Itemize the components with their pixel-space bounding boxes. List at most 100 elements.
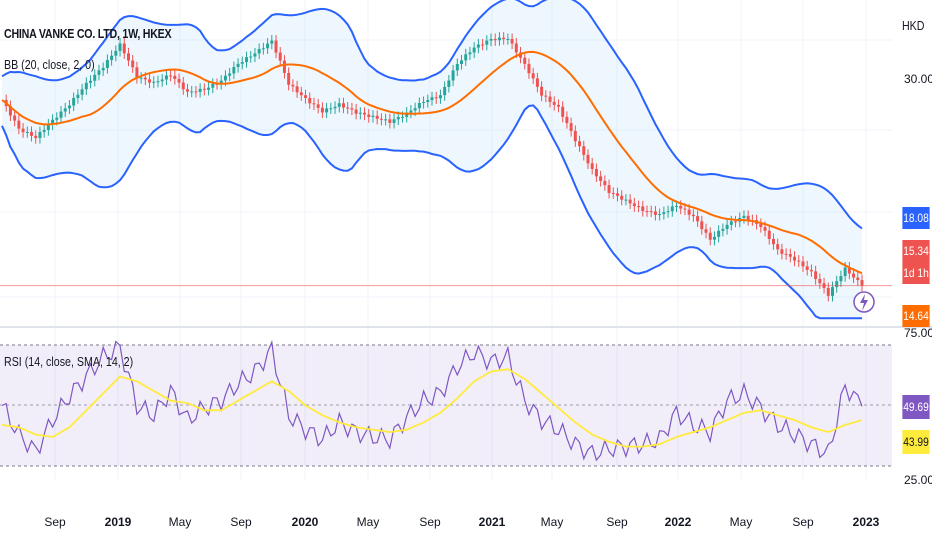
candle-body	[291, 84, 295, 87]
time-tick-label: Sep	[44, 515, 66, 529]
candle-body	[236, 63, 240, 68]
time-tick-label: Sep	[419, 515, 441, 529]
candle-body	[152, 81, 156, 83]
candle-body	[510, 38, 514, 44]
candle-body	[89, 80, 93, 83]
candle-body	[55, 117, 59, 120]
candle-body	[729, 221, 733, 225]
candle-body	[219, 80, 223, 85]
candle-body	[637, 206, 641, 208]
price-pane[interactable]	[0, 0, 892, 320]
alert-button[interactable]	[853, 291, 875, 313]
candle-body	[93, 74, 97, 81]
candle-body	[34, 135, 38, 139]
candle-body	[607, 185, 611, 193]
candle-body	[443, 86, 447, 96]
candle-body	[544, 95, 548, 97]
candle-body	[392, 119, 396, 123]
candle-body	[122, 43, 126, 54]
rsi-pane[interactable]	[0, 339, 892, 467]
time-tick-label: Sep	[606, 515, 628, 529]
candle-body	[493, 39, 497, 41]
candle-body	[746, 215, 750, 221]
candle-body	[666, 211, 670, 213]
candle-body	[725, 224, 729, 229]
candle-body	[649, 211, 653, 213]
candle-body	[615, 193, 619, 196]
time-tick-label: May	[357, 515, 380, 529]
candle-body	[190, 91, 194, 93]
bb-basis-line	[1, 50, 863, 275]
candle-body	[573, 130, 577, 142]
candle-body	[223, 75, 227, 81]
candle-body	[691, 214, 695, 217]
candle-body	[320, 107, 324, 113]
candle-body	[700, 221, 704, 230]
candle-body	[21, 128, 25, 133]
candle-body	[565, 116, 569, 124]
candle-body	[388, 119, 392, 123]
candle-body	[101, 67, 105, 71]
candle-body	[228, 73, 232, 76]
candle-body	[771, 238, 775, 245]
candle-body	[76, 94, 80, 98]
candle-body	[346, 107, 350, 109]
candle-body	[814, 271, 818, 280]
candle-body	[274, 40, 278, 53]
candle-body	[341, 103, 345, 108]
candle-body	[8, 106, 12, 116]
currency-label: HKD	[901, 18, 924, 33]
candle-body	[797, 260, 801, 262]
candle-body	[46, 124, 50, 130]
candle-body	[160, 79, 164, 82]
chart-title[interactable]: CHINA VANKE CO. LTD, 1W, HKEX	[4, 26, 172, 41]
candle-body	[721, 228, 725, 231]
candle-body	[257, 48, 261, 54]
candle-body	[552, 101, 556, 105]
candle-body	[38, 131, 42, 139]
time-tick-label: May	[730, 515, 753, 529]
time-tick-label: 2019	[105, 515, 132, 529]
candle-body	[548, 96, 552, 102]
candle-body	[839, 276, 843, 282]
candle-body	[169, 75, 173, 77]
candle-body	[30, 131, 34, 136]
candle-body	[662, 212, 666, 215]
candle-body	[556, 104, 560, 107]
candle-body	[447, 80, 451, 87]
candle-body	[278, 52, 282, 61]
price-axis[interactable]: 30.00 75.00 25.00	[904, 72, 932, 487]
candle-body	[105, 60, 109, 68]
candle-body	[156, 81, 160, 83]
candle-body	[540, 86, 544, 96]
candle-body	[396, 116, 400, 120]
candle-body	[207, 87, 211, 90]
candle-body	[97, 70, 101, 75]
bb-indicator-legend[interactable]: BB (20, close, 2, 0)	[4, 57, 95, 72]
candle-body	[514, 43, 518, 53]
candle-body	[594, 168, 598, 177]
candle-body	[468, 52, 472, 55]
time-axis[interactable]: Sep 2019 May Sep 2020 May Sep 2021 May Sep 2022 May…	[44, 515, 879, 529]
candle-body	[211, 83, 215, 88]
candle-body	[658, 214, 662, 216]
candle-body	[717, 230, 721, 237]
candle-body	[287, 72, 291, 85]
candle-body	[413, 108, 417, 111]
candle-body	[131, 60, 135, 68]
rsi-ma-line	[1, 368, 863, 448]
candle-body	[325, 108, 329, 113]
candle-body	[25, 131, 29, 133]
time-tick-label: Sep	[230, 515, 252, 529]
candle-body	[177, 78, 181, 83]
candle-body	[763, 227, 767, 231]
rsi-indicator-legend[interactable]: RSI (14, close, SMA, 14, 2)	[4, 354, 134, 369]
candle-body	[742, 215, 746, 218]
lower-band-tag: 14.64	[902, 305, 930, 327]
candle-body	[502, 37, 506, 40]
candle-body	[118, 43, 122, 51]
candle-body	[531, 73, 535, 79]
candle-body	[675, 205, 679, 207]
candle-body	[240, 62, 244, 64]
